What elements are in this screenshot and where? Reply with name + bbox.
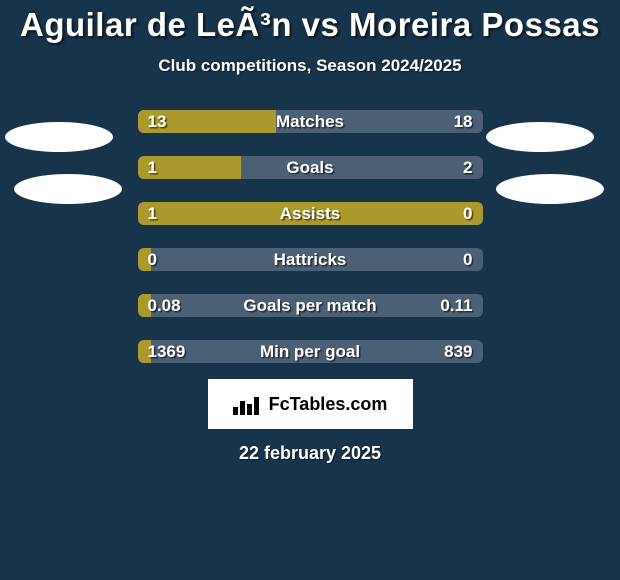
stat-bar-left-fill <box>138 294 152 317</box>
logo-text: FcTables.com <box>269 394 388 415</box>
player-photo-placeholder <box>486 122 594 152</box>
stat-bar-track <box>138 340 483 363</box>
stat-bar: 12Goals <box>138 156 483 179</box>
stat-bar-track <box>138 294 483 317</box>
stat-bar: 00Hattricks <box>138 248 483 271</box>
stat-bar-left-fill <box>138 110 276 133</box>
comparison-infographic: Aguilar de LeÃ³n vs Moreira Possas Club … <box>0 0 620 580</box>
player-photo-placeholder <box>14 174 122 204</box>
stat-bar-left-fill <box>138 202 407 225</box>
stat-bar-left-fill <box>138 340 152 363</box>
bars-icon <box>233 393 261 415</box>
player-photo-placeholder <box>496 174 604 204</box>
stat-bar: 10Assists <box>138 202 483 225</box>
stat-bar-right-fill <box>407 202 483 225</box>
page-title: Aguilar de LeÃ³n vs Moreira Possas <box>0 0 620 44</box>
date-label: 22 february 2025 <box>0 443 620 464</box>
fctables-logo: FcTables.com <box>208 379 413 429</box>
stat-bar-left-fill <box>138 156 242 179</box>
stat-bar: 1318Matches <box>138 110 483 133</box>
stat-bar: 1369839Min per goal <box>138 340 483 363</box>
stat-bar: 0.080.11Goals per match <box>138 294 483 317</box>
subtitle: Club competitions, Season 2024/2025 <box>0 56 620 76</box>
player-photo-placeholder <box>5 122 113 152</box>
stat-bar-left-fill <box>138 248 152 271</box>
stat-bar-track <box>138 248 483 271</box>
